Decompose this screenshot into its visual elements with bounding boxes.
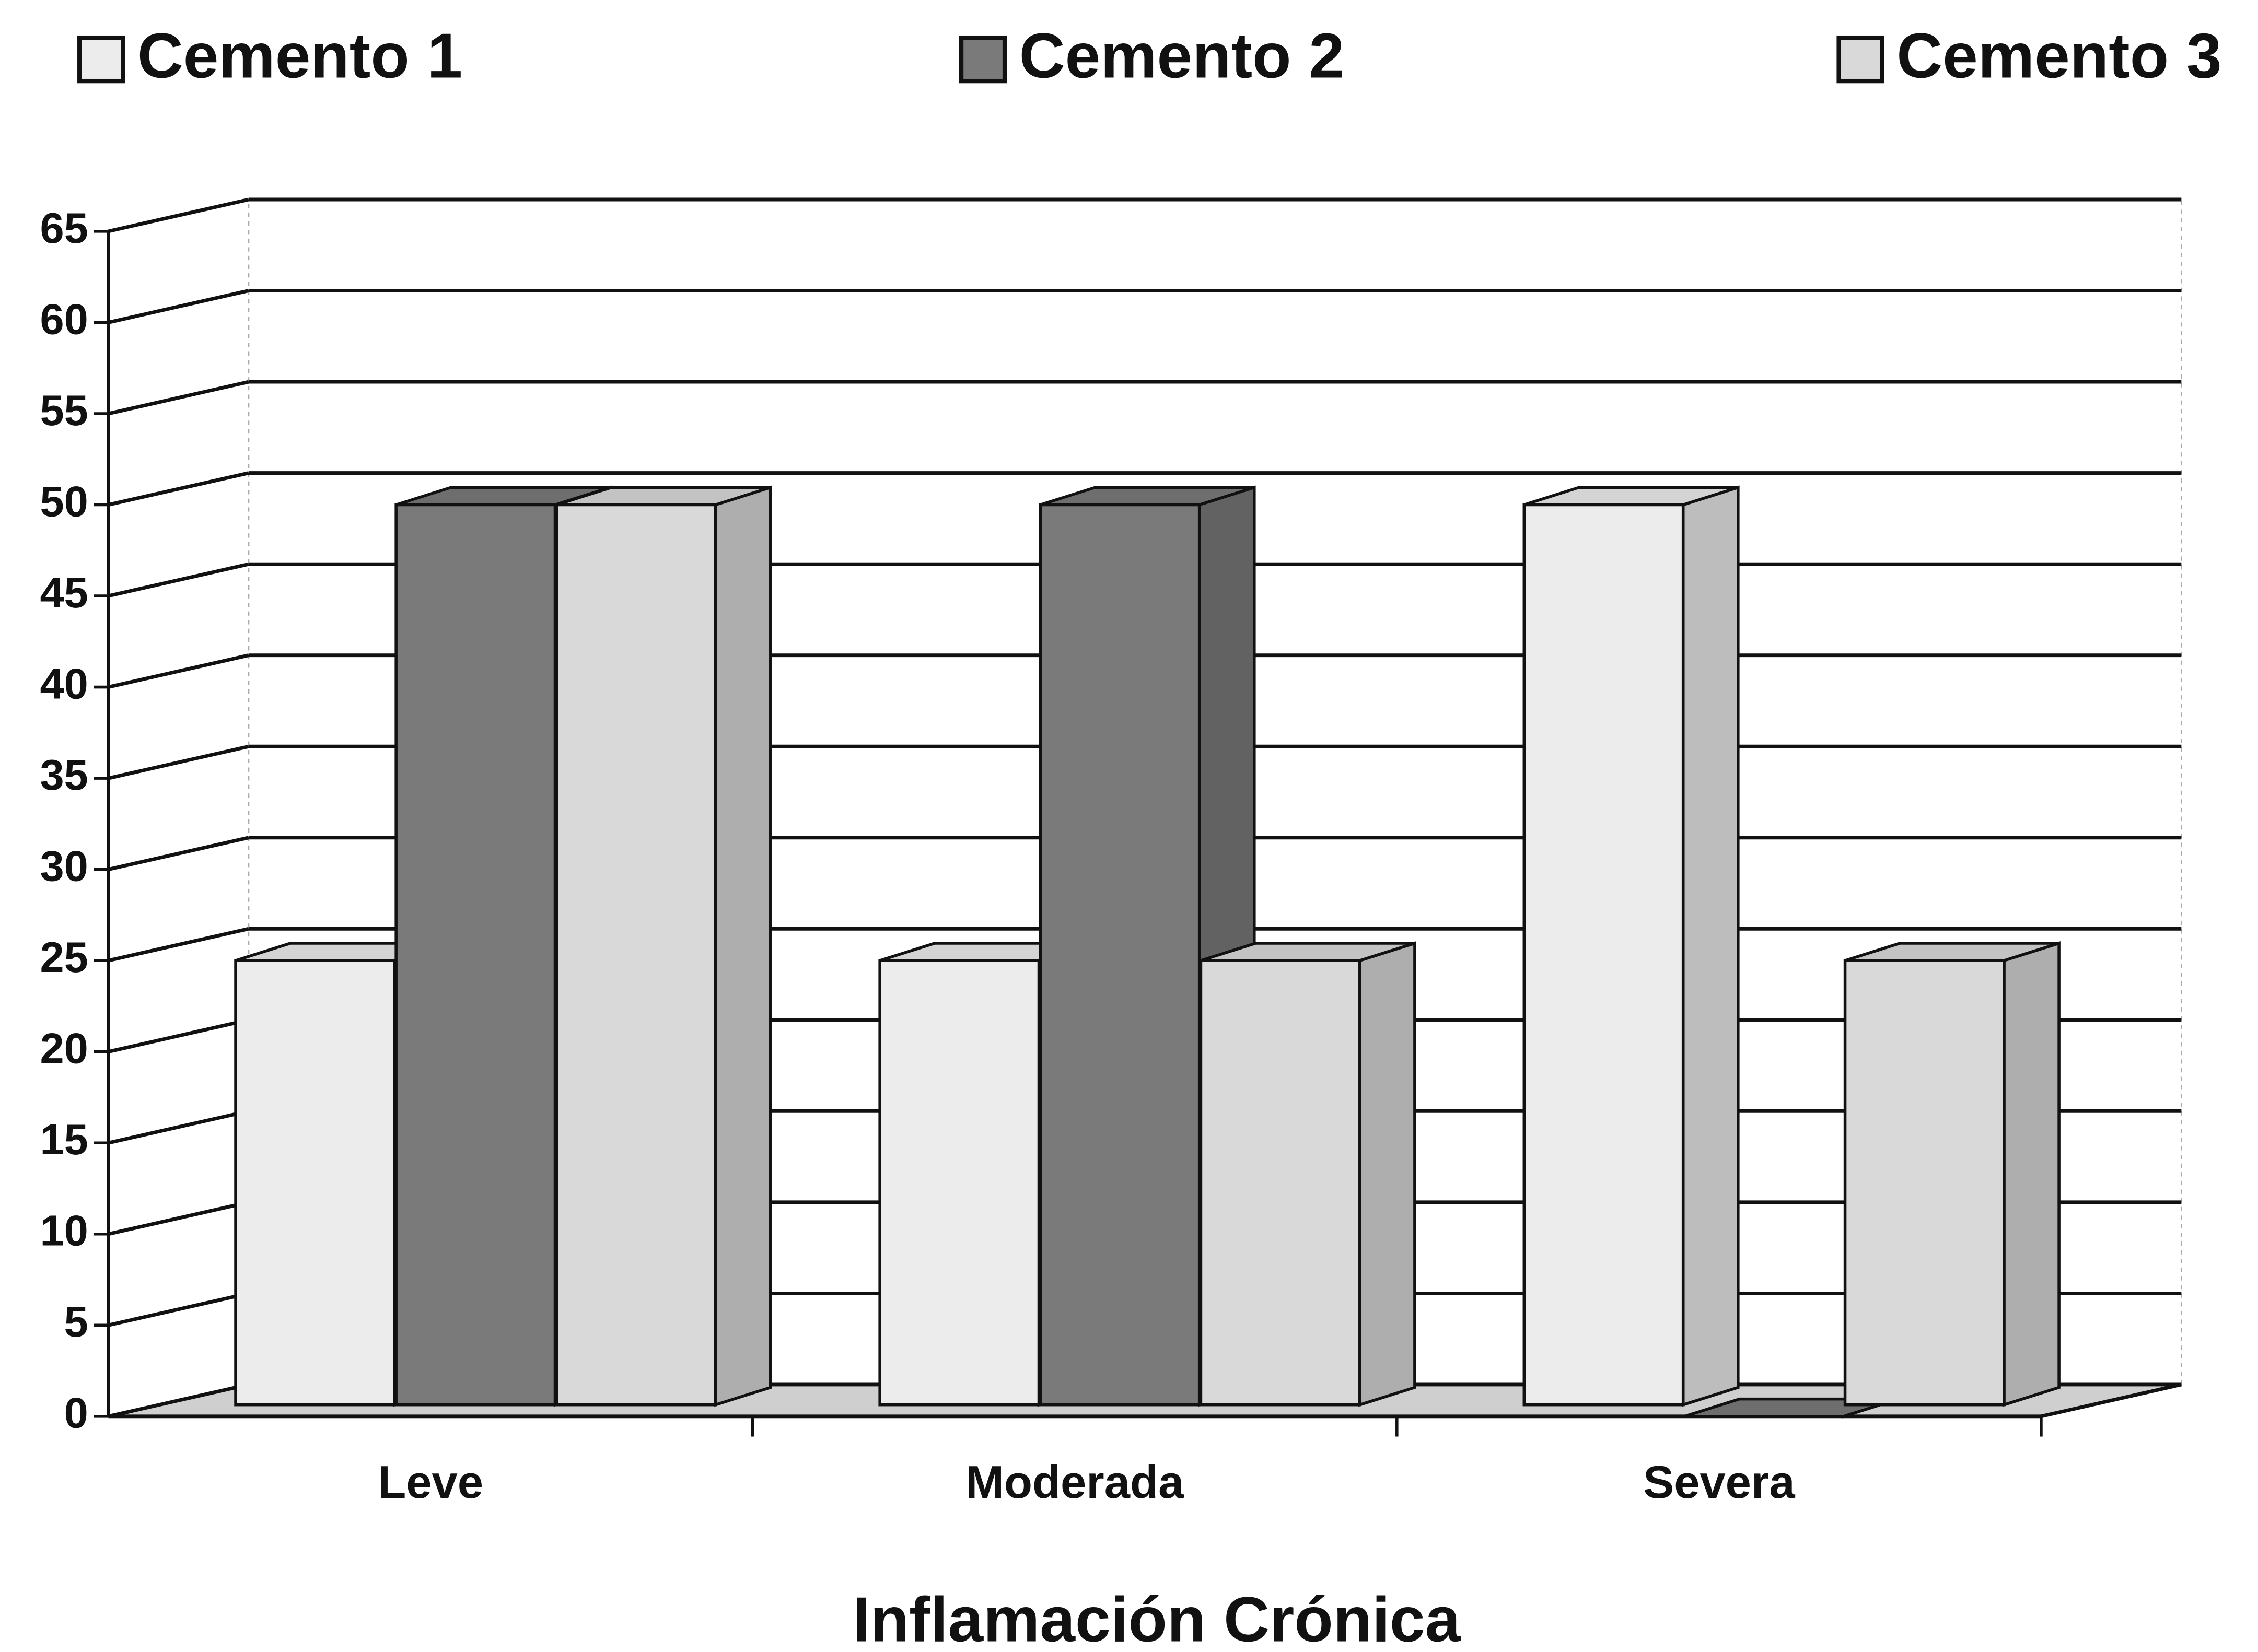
grid-line: [108, 1382, 249, 1419]
grid-line: [108, 289, 249, 324]
y-tick-label: 55: [40, 386, 88, 435]
x-axis-depth: [2041, 1382, 2182, 1419]
bar: [555, 503, 717, 1407]
legend-swatch: [77, 35, 125, 84]
grid-line: [108, 1018, 249, 1054]
grid-line: [108, 1200, 249, 1236]
bar: [1522, 503, 1685, 1407]
y-tick-label: 20: [40, 1024, 88, 1073]
x-tick-label: Severa: [1643, 1456, 1795, 1508]
bar: [1199, 959, 1361, 1407]
legend-swatch: [1836, 35, 1884, 84]
grid-line: [108, 562, 249, 598]
legend-swatch: [959, 35, 1007, 84]
grid-line: [108, 471, 249, 507]
legend-label: Cemento 1: [137, 20, 462, 91]
y-tick-label: 45: [40, 568, 88, 617]
y-tick-label: 5: [64, 1297, 88, 1346]
y-tick-label: 0: [64, 1389, 88, 1437]
y-tick-label: 50: [40, 477, 88, 525]
x-tick-label: Moderada: [965, 1456, 1184, 1508]
grid-line: [108, 197, 249, 233]
bar: [1843, 959, 2006, 1407]
y-tick-label: 25: [40, 933, 88, 981]
bar: [878, 959, 1041, 1407]
legend-label: Cemento 2: [1019, 20, 1344, 91]
bar: [1039, 503, 1201, 1407]
grid-line: [108, 744, 249, 780]
bar: [394, 503, 557, 1407]
grid-line: [108, 380, 249, 416]
x-axis-title: Inflamación Crónica: [853, 1584, 1461, 1652]
y-tick-label: 40: [40, 659, 88, 708]
bar-side: [1681, 485, 1740, 1407]
grid-line: [108, 1292, 249, 1327]
legend-label: Cemento 3: [1896, 20, 2221, 91]
y-tick-label: 15: [40, 1115, 88, 1164]
grid-line: [108, 653, 249, 689]
bar-side: [2003, 941, 2061, 1407]
bar: [234, 959, 397, 1407]
bar-side: [1358, 941, 1416, 1407]
x-tick-label: Leve: [378, 1456, 483, 1508]
bar-side: [714, 485, 772, 1407]
y-tick-label: 35: [40, 751, 88, 799]
grid-line: [108, 927, 249, 963]
grid-line: [108, 1109, 249, 1145]
y-tick-label: 65: [40, 204, 88, 252]
y-tick-label: 30: [40, 842, 88, 891]
grid-line: [108, 836, 249, 871]
y-tick-label: 60: [40, 295, 88, 343]
y-tick-label: 10: [40, 1206, 88, 1255]
